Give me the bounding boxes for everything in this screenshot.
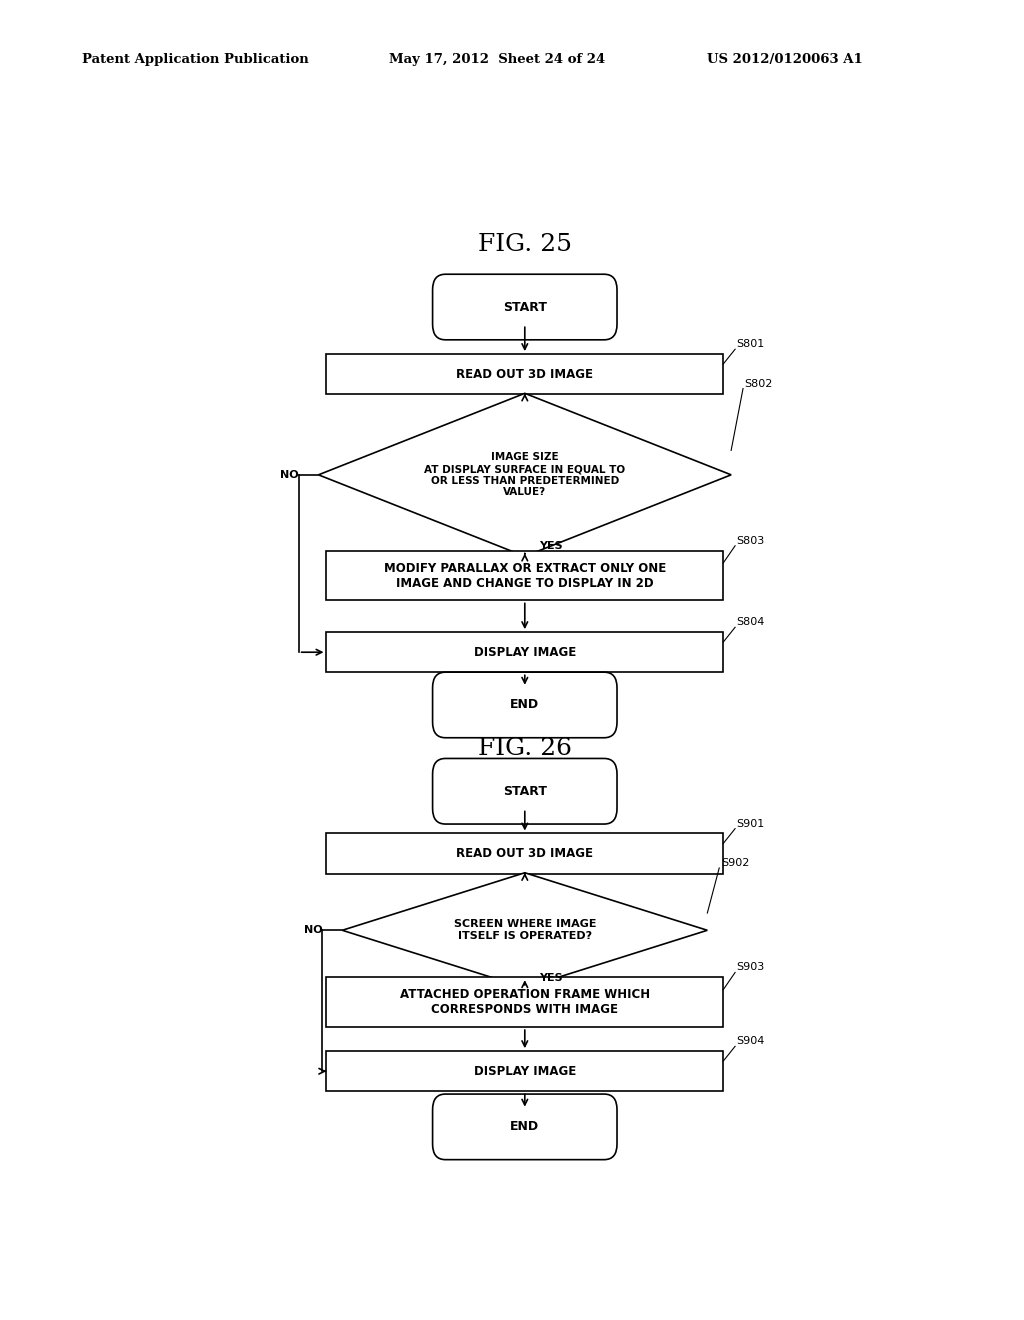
Text: MODIFY PARALLAX OR EXTRACT ONLY ONE
IMAGE AND CHANGE TO DISPLAY IN 2D: MODIFY PARALLAX OR EXTRACT ONLY ONE IMAG… <box>384 561 666 590</box>
Text: May 17, 2012  Sheet 24 of 24: May 17, 2012 Sheet 24 of 24 <box>389 53 605 66</box>
Text: S902: S902 <box>721 858 750 869</box>
Text: DISPLAY IMAGE: DISPLAY IMAGE <box>474 1065 575 1077</box>
Text: END: END <box>510 698 540 711</box>
Text: YES: YES <box>539 541 563 550</box>
Bar <box>327 550 723 601</box>
Text: S802: S802 <box>744 379 773 388</box>
Text: US 2012/0120063 A1: US 2012/0120063 A1 <box>707 53 862 66</box>
Text: NO: NO <box>280 470 299 480</box>
Text: SCREEN WHERE IMAGE
ITSELF IS OPERATED?: SCREEN WHERE IMAGE ITSELF IS OPERATED? <box>454 920 596 941</box>
FancyBboxPatch shape <box>432 672 617 738</box>
Text: Patent Application Publication: Patent Application Publication <box>82 53 308 66</box>
Text: IMAGE SIZE
AT DISPLAY SURFACE IN EQUAL TO
OR LESS THAN PREDETERMINED
VALUE?: IMAGE SIZE AT DISPLAY SURFACE IN EQUAL T… <box>424 453 626 498</box>
Text: S804: S804 <box>736 618 765 627</box>
Text: YES: YES <box>539 973 563 983</box>
Text: S903: S903 <box>736 962 765 973</box>
Text: END: END <box>510 1121 540 1134</box>
Text: FIG. 25: FIG. 25 <box>478 234 571 256</box>
Polygon shape <box>342 873 708 987</box>
Bar <box>327 977 723 1027</box>
Text: S801: S801 <box>736 339 765 350</box>
FancyBboxPatch shape <box>432 1094 617 1160</box>
Polygon shape <box>318 393 731 556</box>
Text: FIG. 26: FIG. 26 <box>478 737 571 759</box>
Text: READ OUT 3D IMAGE: READ OUT 3D IMAGE <box>457 368 593 380</box>
Bar <box>327 833 723 874</box>
Bar <box>327 632 723 672</box>
FancyBboxPatch shape <box>432 759 617 824</box>
Text: NO: NO <box>304 925 323 936</box>
Text: START: START <box>503 785 547 797</box>
Bar <box>327 354 723 395</box>
Text: S901: S901 <box>736 818 765 829</box>
Text: START: START <box>503 301 547 314</box>
Text: S904: S904 <box>736 1036 765 1047</box>
Text: DISPLAY IMAGE: DISPLAY IMAGE <box>474 645 575 659</box>
Text: S803: S803 <box>736 536 765 545</box>
Text: ATTACHED OPERATION FRAME WHICH
CORRESPONDS WITH IMAGE: ATTACHED OPERATION FRAME WHICH CORRESPON… <box>399 989 650 1016</box>
Bar <box>327 1051 723 1092</box>
FancyBboxPatch shape <box>432 275 617 339</box>
Text: READ OUT 3D IMAGE: READ OUT 3D IMAGE <box>457 847 593 861</box>
